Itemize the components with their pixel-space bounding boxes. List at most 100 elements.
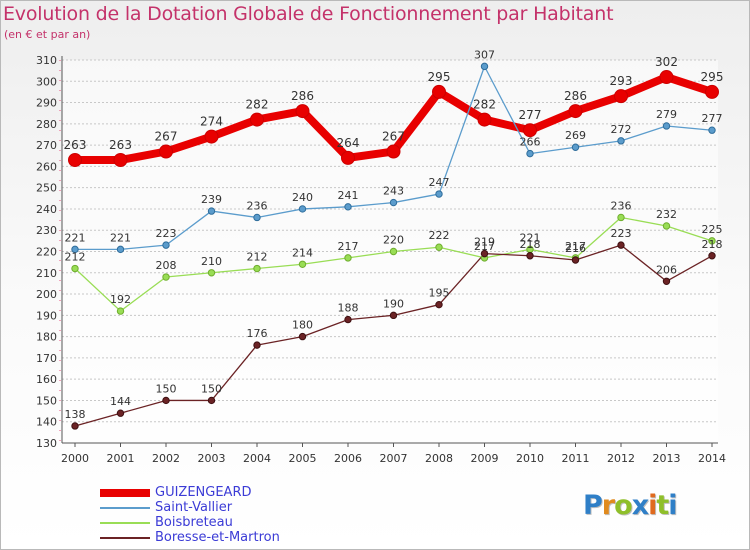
y-tick-label: 150 — [36, 394, 57, 407]
legend-label: Boisbreteau — [155, 515, 233, 530]
y-tick-label: 240 — [36, 203, 57, 216]
data-label: 206 — [656, 263, 677, 276]
data-label: 221 — [65, 231, 86, 244]
data-point — [250, 112, 264, 127]
data-label: 190 — [383, 297, 404, 310]
logo-letter: i — [648, 490, 657, 521]
data-point — [571, 143, 580, 151]
data-point — [71, 264, 79, 273]
data-label: 274 — [200, 115, 223, 129]
x-tick-label: 2008 — [425, 452, 453, 465]
x-tick-label: 2007 — [380, 452, 408, 465]
data-label: 277 — [702, 112, 723, 125]
data-point — [708, 252, 716, 260]
data-label: 217 — [338, 240, 359, 253]
y-tick-label: 270 — [36, 139, 57, 152]
logo-letter: i — [668, 490, 677, 521]
logo-letter: x — [631, 490, 649, 521]
y-tick-label: 290 — [36, 97, 57, 110]
data-label: 240 — [292, 191, 313, 204]
chart-subtitle: (en € et par an) — [4, 28, 91, 41]
data-label: 223 — [156, 227, 177, 240]
data-label: 176 — [247, 327, 268, 340]
data-label: 269 — [565, 129, 586, 142]
data-point — [298, 260, 307, 268]
y-tick-label: 180 — [36, 331, 57, 344]
x-tick-label: 2002 — [152, 452, 180, 465]
data-label: 150 — [156, 382, 177, 395]
y-tick-label: 190 — [36, 309, 57, 322]
data-label: 277 — [519, 108, 542, 122]
data-label: 243 — [383, 185, 404, 198]
data-point — [526, 149, 534, 158]
data-label: 295 — [701, 70, 724, 84]
data-point — [614, 89, 628, 104]
data-label: 180 — [292, 319, 313, 332]
y-tick-label: 160 — [36, 373, 57, 386]
data-point — [662, 122, 671, 130]
x-tick-label: 2000 — [61, 452, 89, 465]
data-point — [477, 112, 492, 127]
data-point — [708, 237, 716, 245]
data-point — [344, 315, 352, 324]
data-point — [113, 153, 128, 168]
data-label: 267 — [155, 129, 178, 143]
y-tick-label: 140 — [36, 416, 57, 429]
logo-letter: r — [601, 490, 615, 521]
data-point — [298, 332, 307, 341]
logo-letter: t — [656, 490, 669, 521]
data-label: 222 — [429, 229, 450, 242]
legend: GUIZENGEARD Saint-Vallier Boisbreteau Bores… — [100, 485, 320, 545]
y-tick-label: 280 — [36, 118, 57, 131]
data-point — [159, 144, 173, 159]
y-tick-label: 300 — [36, 75, 57, 88]
data-point — [389, 311, 398, 320]
data-label: 218 — [520, 238, 541, 251]
y-tick-label: 260 — [36, 160, 57, 173]
data-label: 219 — [474, 236, 495, 249]
data-label: 302 — [655, 55, 678, 69]
data-point — [708, 126, 716, 134]
data-point — [389, 247, 398, 256]
data-label: 236 — [247, 199, 268, 212]
legend-item: Boisbreteau — [100, 515, 320, 530]
data-label: 279 — [656, 108, 677, 121]
data-label: 247 — [429, 176, 450, 189]
data-point — [253, 213, 261, 222]
legend-label: GUIZENGEARD — [155, 485, 252, 500]
data-point — [617, 137, 625, 145]
y-tick-label: 220 — [36, 246, 57, 259]
data-point — [571, 256, 580, 264]
data-label: 214 — [292, 246, 313, 259]
data-label: 220 — [383, 234, 404, 247]
x-tick-label: 2013 — [653, 452, 681, 465]
data-point — [204, 129, 219, 144]
data-label: 208 — [156, 259, 177, 272]
legend-item: Saint-Vallier — [100, 500, 320, 515]
data-label: 236 — [611, 199, 632, 212]
data-point — [617, 241, 625, 249]
x-tick-label: 2001 — [107, 452, 135, 465]
x-tick-label: 2004 — [243, 452, 271, 465]
logo-letter: o — [614, 490, 633, 521]
x-tick-label: 2012 — [607, 452, 635, 465]
data-point — [480, 62, 489, 71]
data-label: 223 — [611, 227, 632, 240]
data-label: 264 — [337, 136, 360, 150]
y-tick-label: 310 — [36, 54, 57, 67]
data-label: 218 — [702, 238, 723, 251]
data-point — [389, 198, 398, 207]
data-label: 267 — [382, 129, 405, 143]
x-tick-label: 2009 — [471, 452, 499, 465]
data-label: 210 — [201, 255, 222, 268]
data-label: 188 — [338, 302, 359, 315]
data-label: 241 — [338, 189, 359, 202]
data-label: 144 — [110, 395, 131, 408]
data-point — [298, 205, 307, 213]
logo-letter: P — [583, 490, 603, 521]
x-tick-label: 2005 — [289, 452, 317, 465]
legend-swatch — [100, 522, 150, 524]
data-label: 217 — [565, 240, 586, 253]
y-tick-label: 170 — [36, 352, 57, 365]
data-label: 282 — [246, 98, 269, 112]
